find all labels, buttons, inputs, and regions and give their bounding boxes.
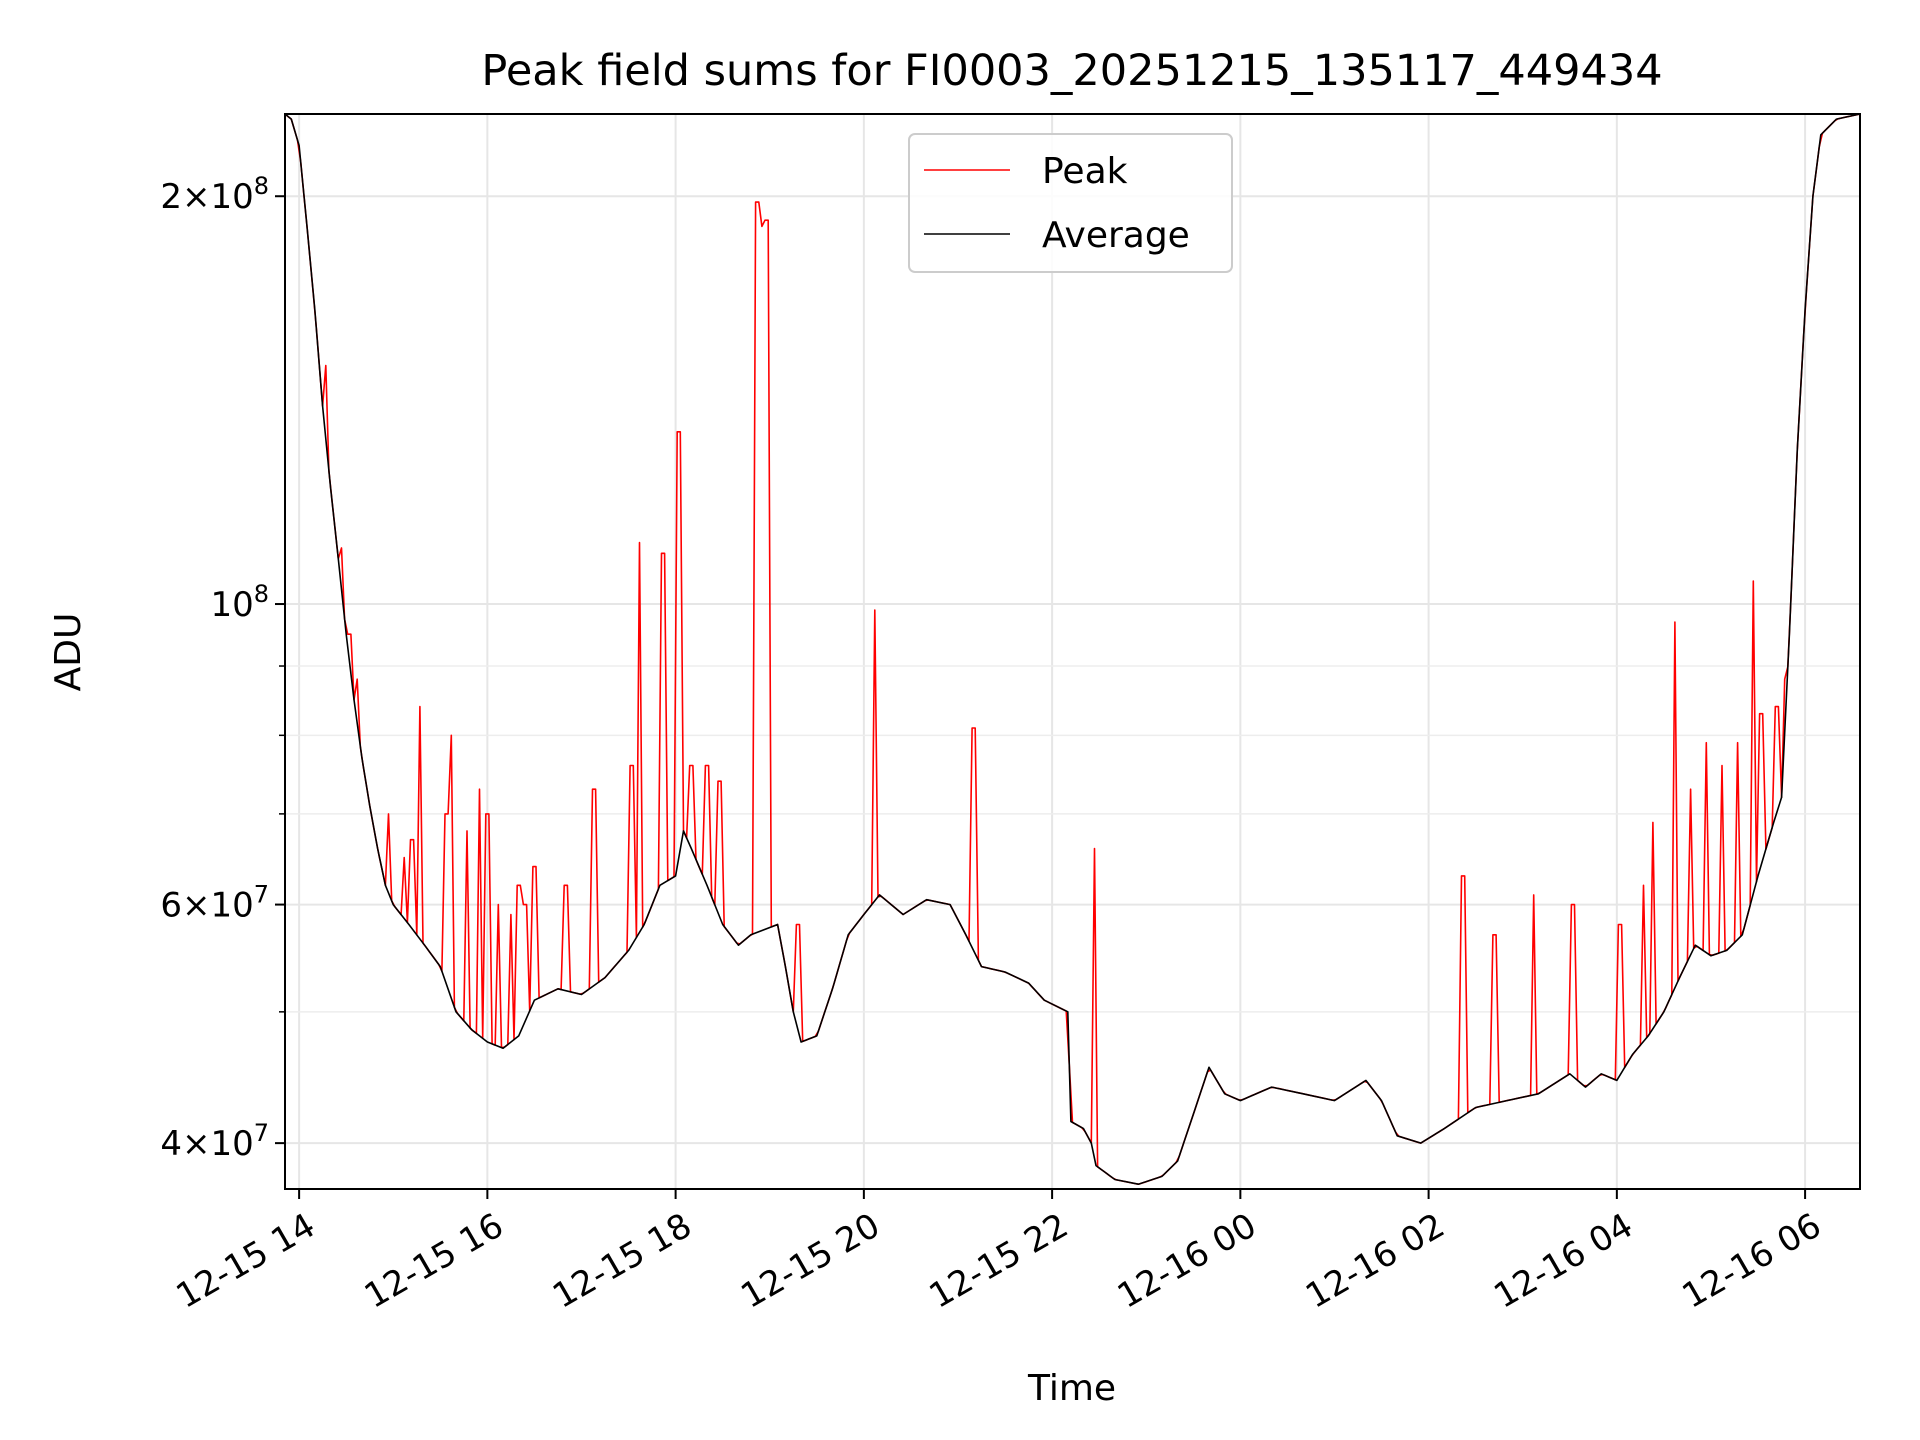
legend-frame [908,133,1233,273]
legend-peak-label: Peak [1042,151,1128,192]
y-tick-label: 108 [210,580,269,625]
legend-average-label: Average [1042,215,1190,256]
grid-lines [285,114,1860,1189]
average-series-line [284,113,1861,1185]
y-tick-label: 4×107 [160,1119,269,1164]
series-layer [284,113,1861,1185]
y-axis: 4×107 6×107 108 2×108 [160,172,285,1164]
plot-frame [284,113,1861,1190]
y-axis-label: ADU [48,613,89,692]
chart-title: Peak field sums for FI0003_20251215_1351… [481,46,1662,96]
y-tick-label: 2×108 [160,172,269,217]
y-tick-label: 6×107 [160,881,269,926]
x-axis-label: Time [1027,1368,1116,1409]
legend: Peak Average [908,133,1233,273]
